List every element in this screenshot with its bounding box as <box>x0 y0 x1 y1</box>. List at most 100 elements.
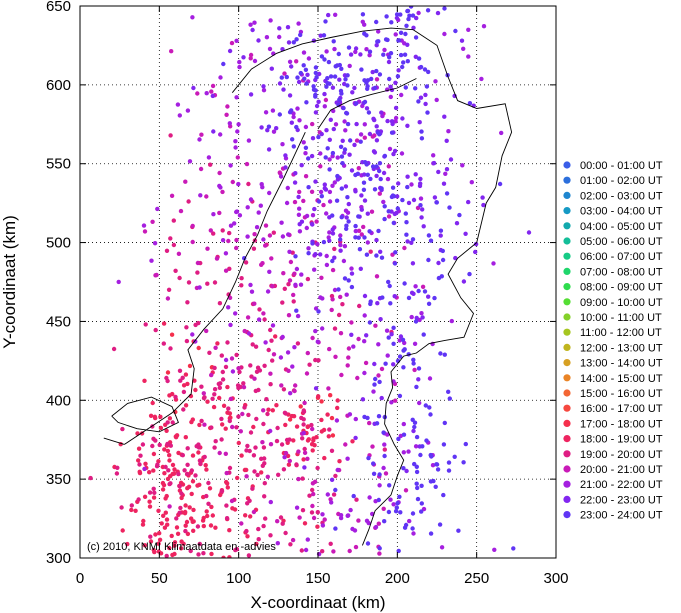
lightning-point <box>331 39 336 44</box>
lightning-point <box>379 395 384 401</box>
lightning-point <box>326 235 331 240</box>
lightning-point <box>347 63 352 69</box>
lightning-point <box>261 523 266 529</box>
lightning-point <box>259 470 264 475</box>
lightning-point <box>223 357 229 363</box>
lightning-point <box>189 491 194 497</box>
lightning-point <box>277 81 283 86</box>
lightning-point <box>212 280 218 285</box>
lightning-point <box>358 266 363 271</box>
lightning-point <box>408 6 414 9</box>
lightning-point <box>241 385 247 390</box>
lightning-point <box>316 309 321 314</box>
lightning-point <box>239 283 244 288</box>
lightning-point <box>377 191 382 196</box>
lightning-point <box>382 519 387 524</box>
lightning-point <box>327 346 332 352</box>
lightning-point <box>239 521 244 526</box>
lightning-point <box>262 494 267 499</box>
lightning-point <box>248 282 253 288</box>
legend-label: 12:00 - 13:00 UT <box>580 342 663 354</box>
lightning-point <box>354 138 360 143</box>
lightning-point <box>401 450 406 455</box>
lightning-point <box>182 511 188 516</box>
lightning-point <box>137 470 143 476</box>
lightning-point <box>345 456 350 461</box>
lightning-point <box>208 228 213 233</box>
lightning-point <box>271 352 277 357</box>
lightning-point <box>325 492 330 497</box>
legend-swatch <box>563 404 571 412</box>
lightning-point <box>361 187 367 192</box>
lightning-point <box>227 528 232 533</box>
lightning-point <box>294 308 299 313</box>
lightning-point <box>340 161 345 166</box>
lightning-point <box>301 63 306 68</box>
lightning-point <box>404 232 409 237</box>
lightning-point <box>324 211 329 216</box>
lightning-point <box>166 287 172 292</box>
lightning-point <box>417 183 423 189</box>
lightning-point <box>204 194 209 199</box>
lightning-point <box>347 152 352 157</box>
lightning-point <box>269 66 274 71</box>
lightning-point <box>250 342 255 347</box>
lightning-point <box>251 424 256 430</box>
lightning-point <box>270 358 275 363</box>
lightning-point <box>241 381 246 386</box>
lightning-point <box>155 462 160 467</box>
lightning-point <box>291 114 296 120</box>
lightning-point <box>209 425 214 430</box>
lightning-point <box>268 499 273 505</box>
lightning-point <box>315 524 320 529</box>
lightning-point <box>191 85 196 91</box>
lightning-point <box>274 403 279 408</box>
lightning-point <box>401 60 406 65</box>
lightning-point <box>328 393 333 398</box>
lightning-point <box>376 521 381 526</box>
lightning-point <box>329 307 334 313</box>
lightning-point <box>313 65 319 70</box>
lightning-point <box>349 168 355 173</box>
legend-swatch <box>563 389 571 397</box>
lightning-point <box>499 130 504 136</box>
lightning-point <box>301 430 306 436</box>
lightning-point <box>280 334 285 340</box>
lightning-point <box>220 422 225 427</box>
lightning-point <box>361 224 366 230</box>
lightning-point <box>280 142 285 147</box>
lightning-point <box>281 271 286 276</box>
lightning-point <box>256 210 261 215</box>
lightning-point <box>420 444 425 449</box>
lightning-point <box>304 225 309 231</box>
lightning-point <box>481 24 487 29</box>
lightning-point <box>401 365 406 370</box>
lightning-point <box>297 206 302 211</box>
lightning-point <box>325 146 330 151</box>
lightning-point <box>265 289 271 294</box>
lightning-point <box>226 406 231 411</box>
lightning-point <box>286 40 292 45</box>
lightning-point <box>254 416 259 422</box>
lightning-point <box>337 62 342 68</box>
lightning-point <box>150 219 155 224</box>
lightning-point <box>355 171 361 176</box>
lightning-point <box>381 506 386 511</box>
lightning-point <box>311 491 316 497</box>
lightning-point <box>406 449 411 454</box>
lightning-point <box>432 295 437 301</box>
lightning-point <box>243 513 248 518</box>
lightning-point <box>227 48 233 54</box>
lightning-point <box>214 256 220 261</box>
legend-entry: 09:00 - 10:00 UT <box>563 297 663 309</box>
lightning-point <box>183 523 188 528</box>
lightning-point <box>335 173 340 179</box>
lightning-point <box>401 432 407 437</box>
lightning-point <box>321 202 326 208</box>
lightning-point <box>286 282 291 287</box>
lightning-point <box>411 291 416 296</box>
lightning-point <box>374 43 379 48</box>
lightning-point <box>306 156 311 161</box>
lightning-point <box>178 208 184 214</box>
lightning-point <box>258 203 263 208</box>
